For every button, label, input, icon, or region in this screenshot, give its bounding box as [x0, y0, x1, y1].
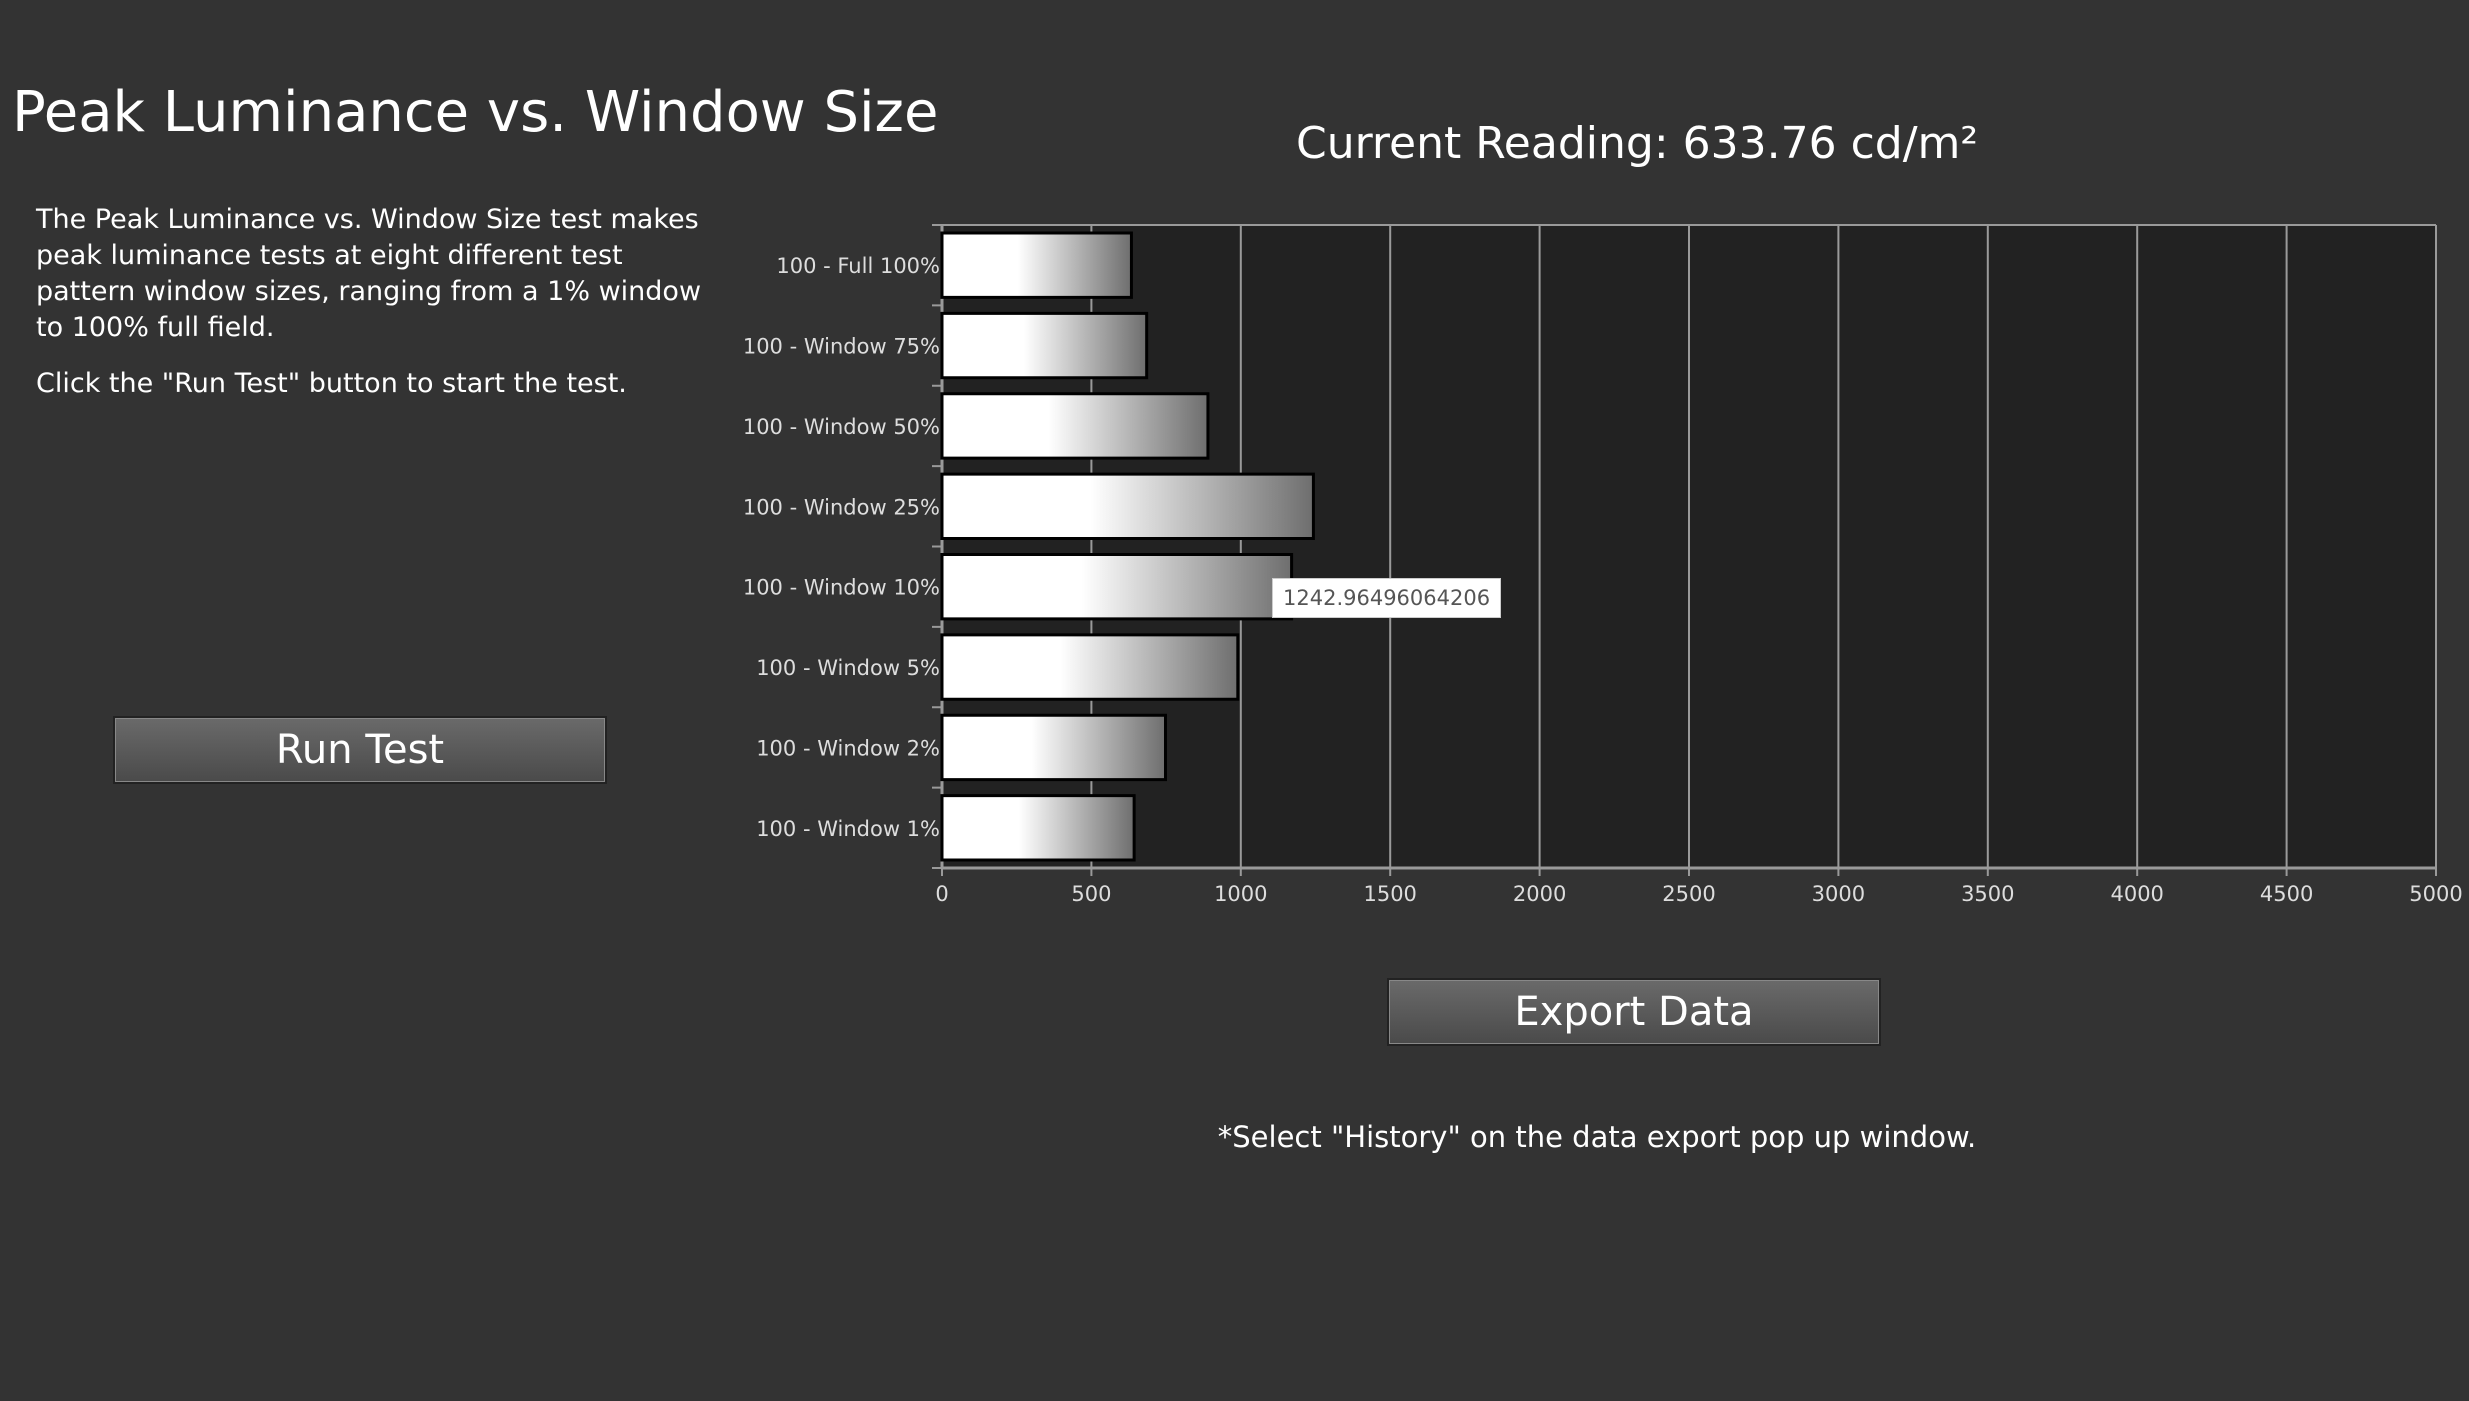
bar: [940, 231, 1133, 299]
x-tick-label: 4000: [2110, 882, 2163, 906]
x-tick-label: 4500: [2260, 882, 2313, 906]
y-category-label: 100 - Window 50%: [743, 415, 940, 439]
x-tick-label: 5000: [2409, 882, 2462, 906]
x-tick-label: 2000: [1513, 882, 1566, 906]
x-tick-label: 3500: [1961, 882, 2014, 906]
bar: [940, 633, 1240, 701]
y-category-label: 100 - Window 2%: [756, 736, 940, 760]
y-category-label: 100 - Window 25%: [743, 495, 940, 519]
y-category-label: 100 - Window 75%: [743, 335, 940, 359]
bar: [940, 392, 1210, 460]
description: The Peak Luminance vs. Window Size test …: [36, 202, 706, 422]
export-note: *Select "History" on the data export pop…: [1217, 1120, 1977, 1154]
x-tick-label: 1500: [1363, 882, 1416, 906]
bar: [940, 713, 1168, 782]
x-tick-label: 2500: [1662, 882, 1715, 906]
export-data-button[interactable]: Export Data: [1387, 978, 1881, 1046]
instruction-text: Click the "Run Test" button to start the…: [36, 368, 627, 399]
x-tick-label: 1000: [1214, 882, 1267, 906]
y-category-label: 100 - Window 1%: [756, 817, 940, 841]
bar: [940, 794, 1136, 862]
x-tick-label: 0: [935, 882, 948, 906]
x-tick-label: 500: [1071, 882, 1111, 906]
description-text: The Peak Luminance vs. Window Size test …: [36, 204, 702, 343]
current-reading: Current Reading: 633.76 cd/m²: [1295, 118, 1979, 169]
bar: [940, 553, 1294, 621]
page-title: Peak Luminance vs. Window Size: [12, 80, 939, 145]
y-category-label: 100 - Window 10%: [743, 576, 940, 600]
value-tooltip: 1242.96496064206: [1272, 578, 1502, 618]
bar: [940, 472, 1315, 540]
run-test-button[interactable]: Run Test: [113, 716, 607, 784]
x-tick-label: 3000: [1812, 882, 1865, 906]
y-category-label: 100 - Window 5%: [756, 656, 940, 680]
bar: [940, 311, 1149, 380]
y-category-label: 100 - Full 100%: [776, 254, 940, 278]
